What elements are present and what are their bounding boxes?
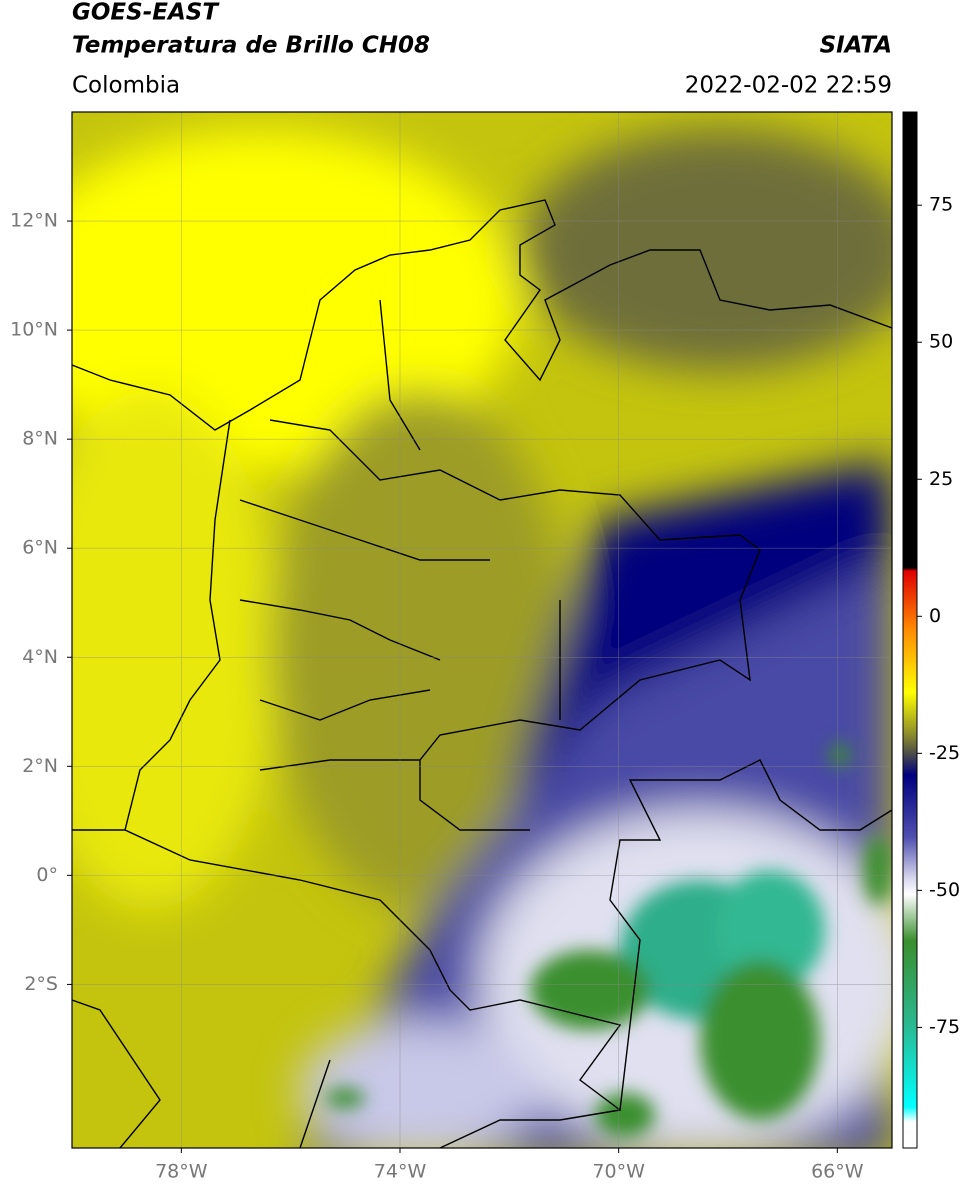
- colorbar-tick-label: 75: [929, 194, 953, 216]
- subtitle: Temperatura de Brillo CH08: [72, 33, 430, 59]
- lat-tick-label: 2°S: [24, 973, 58, 995]
- lon-tick-label: 66°W: [811, 1161, 864, 1183]
- colorbar: [902, 111, 918, 1149]
- lat-tick-label: 4°N: [22, 646, 58, 668]
- lon-tick-label: 74°W: [374, 1161, 427, 1183]
- lat-tick-label: 0°: [36, 864, 58, 886]
- lat-tick-label: 2°N: [22, 755, 58, 777]
- lat-tick-label: 8°N: [22, 428, 58, 450]
- satellite-image: [72, 112, 892, 1148]
- source: SIATA: [820, 33, 892, 59]
- colorbar-tick-label: -50: [929, 879, 960, 901]
- colorbar-tick-label: 50: [929, 331, 953, 353]
- colorbar-tick-label: 0: [929, 605, 941, 627]
- colorbar-tick-label: -75: [929, 1016, 960, 1038]
- lat-tick-label: 10°N: [10, 319, 58, 341]
- lat-tick-label: 6°N: [22, 537, 58, 559]
- colorbar-tick-label: 25: [929, 468, 953, 490]
- datetime: 2022-02-02 22:59: [685, 73, 892, 99]
- map-frame: [71, 111, 893, 1149]
- title: GOES-EAST: [72, 0, 220, 26]
- lon-tick-label: 70°W: [592, 1161, 645, 1183]
- lon-tick-label: 78°W: [155, 1161, 208, 1183]
- colorbar-tick-label: -25: [929, 742, 960, 764]
- lat-tick-label: 12°N: [10, 210, 58, 232]
- region: Colombia: [72, 73, 180, 99]
